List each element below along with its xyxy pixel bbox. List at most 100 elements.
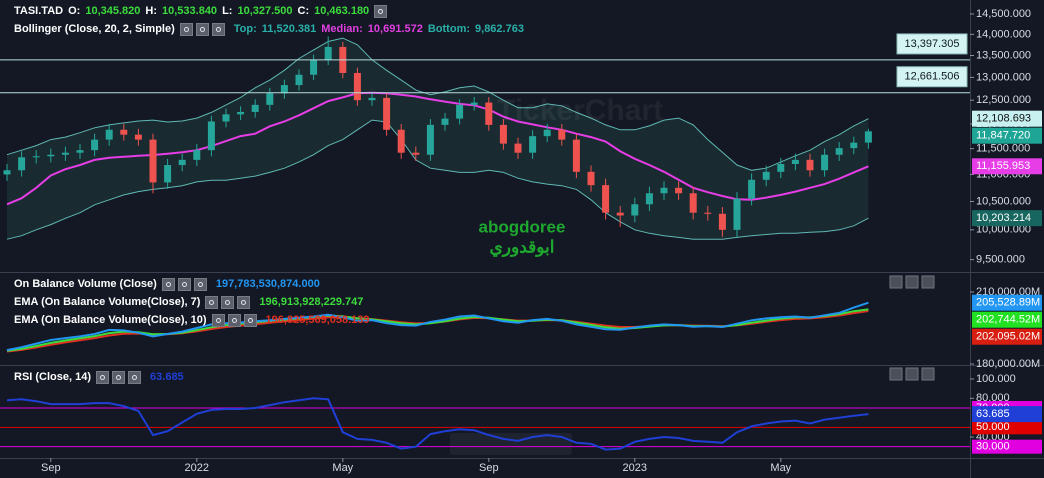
- candle-body: [543, 129, 551, 137]
- legend-button[interactable]: [179, 22, 193, 36]
- legend-text: 10,345.820: [85, 5, 141, 17]
- candle-body: [821, 154, 829, 171]
- x-tick-label: Sep: [479, 462, 499, 474]
- legend-button[interactable]: [96, 370, 110, 384]
- pane-button[interactable]: [905, 275, 919, 289]
- candle-body: [529, 136, 537, 153]
- pane-button[interactable]: [889, 367, 903, 381]
- level-tag: [972, 439, 1042, 454]
- legend-button[interactable]: [205, 295, 219, 309]
- legend-text: RSI (Close, 14): [14, 371, 92, 383]
- pane-button[interactable]: [889, 275, 903, 289]
- price-tag: [972, 127, 1042, 144]
- price-tag-label: 12,108.693: [976, 113, 1031, 125]
- candle-body: [207, 121, 215, 151]
- candle-body: [806, 159, 814, 171]
- y-tick-label: 11,500.000: [976, 143, 1030, 155]
- price-tag-label: 11,847.720: [976, 130, 1030, 142]
- candle-body: [222, 114, 230, 122]
- legend-text: TASI.TAD: [14, 5, 64, 17]
- legend-row: EMA (On Balance Volume(Close), 7) 196,913…: [14, 294, 368, 310]
- legend-text: 197,783,530,874.000: [215, 278, 320, 290]
- candle-body: [733, 198, 741, 230]
- legend-text: 10,691.572: [367, 23, 423, 35]
- legend-button[interactable]: [112, 370, 126, 384]
- level-tag-label: 50.000: [976, 421, 1010, 433]
- horizontal-line-box: [896, 66, 968, 88]
- indicator-line: [6, 119, 869, 240]
- legend-text: 10,327.500: [237, 5, 293, 17]
- candle-body: [251, 104, 259, 112]
- price-tag: [972, 311, 1042, 328]
- candle-body: [280, 85, 288, 94]
- legend-button[interactable]: [161, 277, 175, 291]
- candle-body: [675, 187, 683, 194]
- y-tick-label: 100.000: [976, 373, 1016, 385]
- candle-body: [76, 150, 84, 153]
- candle-body: [178, 159, 186, 166]
- pane-button[interactable]: [921, 275, 935, 289]
- legend-button[interactable]: [237, 295, 251, 309]
- x-tick-label: 2022: [185, 462, 209, 474]
- pane-button[interactable]: [921, 367, 935, 381]
- legend-button[interactable]: [227, 313, 241, 327]
- candle-body: [134, 134, 142, 140]
- candle-body: [499, 124, 507, 144]
- candle-body: [631, 204, 639, 216]
- candle-body: [324, 46, 332, 60]
- legend-text: C:: [297, 5, 310, 17]
- price-tag-label: 11,155.953: [976, 160, 1030, 172]
- candle-body: [193, 150, 201, 160]
- candle-body: [456, 104, 464, 119]
- pane-plot: [0, 397, 970, 451]
- candle-body: [514, 143, 522, 153]
- legend-button[interactable]: [193, 277, 207, 291]
- legend-button[interactable]: [374, 4, 388, 18]
- price-tag-label: 10,203.214: [976, 212, 1031, 224]
- candle-body: [32, 156, 40, 158]
- legend-button[interactable]: [128, 370, 142, 384]
- candle-body: [587, 171, 595, 186]
- candle-body: [441, 118, 449, 125]
- price-tag: [972, 328, 1042, 345]
- legend-text: 10,463.180: [314, 5, 370, 17]
- horizontal-line-label: 13,397.305: [904, 38, 959, 50]
- y-tick-label: 14,500.000: [976, 8, 1031, 20]
- legend-text: Top:: [233, 23, 257, 35]
- y-tick-label: 10,500.000: [976, 195, 1031, 207]
- candle-body: [353, 72, 361, 101]
- legend-button[interactable]: [221, 295, 235, 309]
- legend-button[interactable]: [211, 22, 225, 36]
- zoom-toolbar[interactable]: [450, 433, 572, 455]
- candle-body: [718, 213, 726, 230]
- candle-body: [61, 152, 69, 155]
- pane-button[interactable]: [905, 367, 919, 381]
- watermark: TickerChart: [497, 94, 663, 127]
- legend-row: Bollinger (Close, 20, 2, Simple) Top: 11,5…: [14, 21, 529, 37]
- candle-body: [237, 111, 245, 115]
- legend-text: 196,825,569,058.139: [265, 314, 370, 326]
- candle-body: [105, 129, 113, 140]
- candle-body: [310, 59, 318, 75]
- legend-text: EMA (On Balance Volume(Close), 10): [14, 314, 207, 326]
- x-tick-label: 2023: [623, 462, 647, 474]
- legend-button[interactable]: [211, 313, 225, 327]
- candle-body: [748, 179, 756, 199]
- candle-body: [572, 139, 580, 172]
- price-tag-label: 63.685: [976, 408, 1010, 420]
- band-fill: [7, 38, 869, 240]
- legend-button[interactable]: [177, 277, 191, 291]
- candle-body: [791, 159, 799, 164]
- candle-body: [368, 97, 376, 101]
- candle-body: [412, 152, 420, 155]
- candle-body: [295, 74, 303, 86]
- legend-button[interactable]: [243, 313, 257, 327]
- x-tick-label: May: [332, 462, 353, 474]
- candle-body: [777, 163, 785, 172]
- candle-body: [18, 157, 26, 171]
- legend-button[interactable]: [195, 22, 209, 36]
- y-tick-label: 180,000.00M: [976, 358, 1040, 370]
- candle-body: [558, 129, 566, 140]
